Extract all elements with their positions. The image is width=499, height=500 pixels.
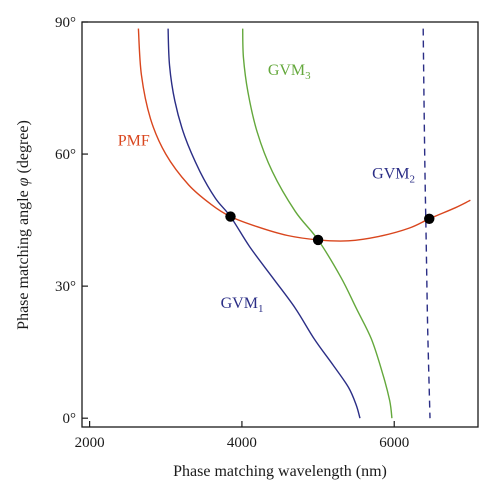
series-label-subscript: 1 (258, 303, 264, 315)
x-axis-title: Phase matching wavelength (nm) (173, 463, 387, 480)
y-tick-label-3: 90° (55, 15, 76, 31)
series-label-main: GVM (268, 62, 305, 79)
series-label-main: PMF (118, 132, 150, 149)
series-label-pmf: PMF (118, 132, 150, 149)
y-axis-title: Phase matching angle φ (degree) (15, 120, 32, 330)
y-tick-label-2: 60° (55, 147, 76, 163)
x-tick-label-1: 4000 (227, 435, 257, 451)
y-axis-title-main: Phase matching angle (15, 186, 32, 330)
series-line-pmf (137, 28, 471, 242)
y-tick-label-1: 30° (55, 279, 76, 295)
plot-frame (81, 21, 479, 428)
series-group (137, 28, 471, 419)
series-line-gvm2 (422, 28, 431, 419)
series-label-gvm1: GVM1 (221, 295, 264, 315)
series-label-subscript: 3 (305, 70, 311, 82)
series-label-gvm3: GVM3 (268, 62, 311, 82)
series-line-gvm3 (242, 28, 393, 419)
series-label-main: GVM (221, 295, 258, 312)
series-label-subscript: 2 (409, 173, 415, 185)
intersection-group (225, 211, 435, 246)
intersection-point-3 (424, 213, 435, 224)
series-label-gvm2: GVM2 (372, 165, 415, 185)
series-line-gvm1 (167, 28, 361, 419)
y-tick-label-0: 0° (63, 411, 77, 427)
y-axis-title-symbol: φ (15, 177, 32, 186)
y-axis-title-unit: (degree) (15, 120, 32, 177)
intersection-point-2 (312, 234, 324, 246)
x-tick-label-0: 2000 (75, 435, 105, 451)
series-label-main: GVM (372, 165, 409, 182)
intersection-point-1 (225, 211, 236, 222)
x-tick-label-2: 6000 (379, 435, 409, 451)
tick-group: 2000 4000 6000 0° 30° 60° 90° (55, 15, 409, 451)
